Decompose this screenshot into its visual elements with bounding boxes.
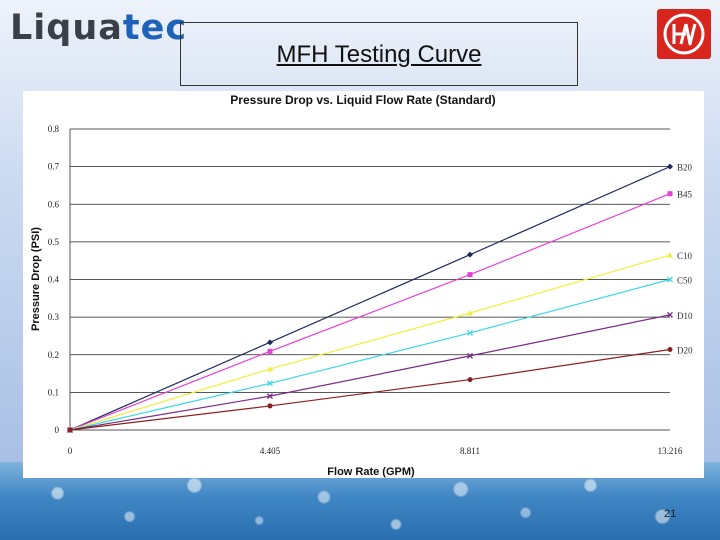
series-label: C50 — [677, 276, 693, 286]
y-tick-labels: 0 0.1 0.2 0.3 0.4 0.5 0.6 0.7 0.8 — [48, 124, 60, 435]
y-tick-label: 0 — [55, 425, 60, 435]
y-tick-label: 0.5 — [48, 237, 60, 247]
hw-logo-icon — [657, 9, 711, 59]
data-point — [467, 329, 473, 336]
data-point — [267, 393, 273, 400]
y-tick-label: 0.7 — [48, 162, 60, 172]
y-tick-label: 0.3 — [48, 312, 60, 322]
data-point — [266, 366, 273, 372]
series-d20: D20 — [67, 345, 693, 433]
y-tick-label: 0.8 — [48, 124, 60, 134]
title-box: MFH Testing Curve — [180, 22, 578, 86]
y-tick-label: 0.4 — [48, 275, 60, 285]
data-point — [467, 377, 473, 383]
series-c50: C50 — [67, 276, 693, 433]
y-tick-label: 0.1 — [48, 387, 59, 397]
data-point — [267, 380, 273, 387]
data-point — [467, 251, 474, 258]
data-point — [667, 191, 673, 197]
data-point — [267, 348, 273, 354]
series-line — [69, 314, 671, 431]
chart-series: B20 B45 C10 C50 D10 D20 — [67, 163, 693, 433]
y-tick-label: 0.6 — [48, 199, 60, 209]
data-point — [467, 309, 474, 316]
series-d10: D10 — [67, 311, 693, 433]
data-point — [667, 276, 673, 283]
series-line — [69, 278, 671, 431]
x-tick-label: 4.405 — [260, 446, 281, 456]
chart-panel: Pressure Drop vs. Liquid Flow Rate (Stan… — [23, 91, 704, 478]
x-tick-label: 8.811 — [460, 446, 480, 456]
page-number: 21 — [664, 508, 677, 520]
data-point — [266, 339, 273, 346]
data-point — [267, 403, 273, 409]
chart-grid — [69, 128, 670, 431]
x-axis-label: Flow Rate (GPM) — [327, 466, 415, 478]
data-point — [67, 427, 73, 433]
y-axis-label: Pressure Drop (PSI) — [30, 227, 42, 331]
logo-text-blue: tec — [122, 8, 188, 48]
series-c10: C10 — [67, 251, 693, 433]
series-label: C10 — [677, 251, 693, 261]
series-label: B20 — [677, 163, 693, 173]
slide-title: MFH Testing Curve — [276, 41, 482, 68]
series-label: D20 — [677, 345, 693, 355]
data-point — [667, 311, 673, 318]
x-tick-label: 13.216 — [658, 446, 683, 456]
x-tick-label: 0 — [68, 446, 73, 456]
series-line — [69, 254, 671, 431]
chart-svg: Pressure Drop vs. Liquid Flow Rate (Stan… — [30, 93, 693, 478]
logo-text-dark: Liqua — [10, 8, 123, 48]
data-point — [467, 272, 473, 278]
series-line — [69, 193, 671, 431]
series-label: D10 — [677, 311, 693, 321]
data-point — [667, 346, 673, 352]
series-line — [69, 166, 671, 431]
chart-title: Pressure Drop vs. Liquid Flow Rate (Stan… — [230, 93, 495, 107]
liquatec-logo: Liquatec — [10, 8, 187, 48]
data-point — [467, 352, 473, 359]
y-tick-label: 0.2 — [48, 350, 59, 360]
series-label: B45 — [677, 190, 693, 200]
data-point — [667, 163, 673, 170]
x-tick-labels: 0 4.405 8.811 13.216 — [68, 446, 683, 456]
series-line — [69, 348, 671, 431]
series-b45: B45 — [67, 190, 693, 433]
data-point — [667, 252, 673, 258]
